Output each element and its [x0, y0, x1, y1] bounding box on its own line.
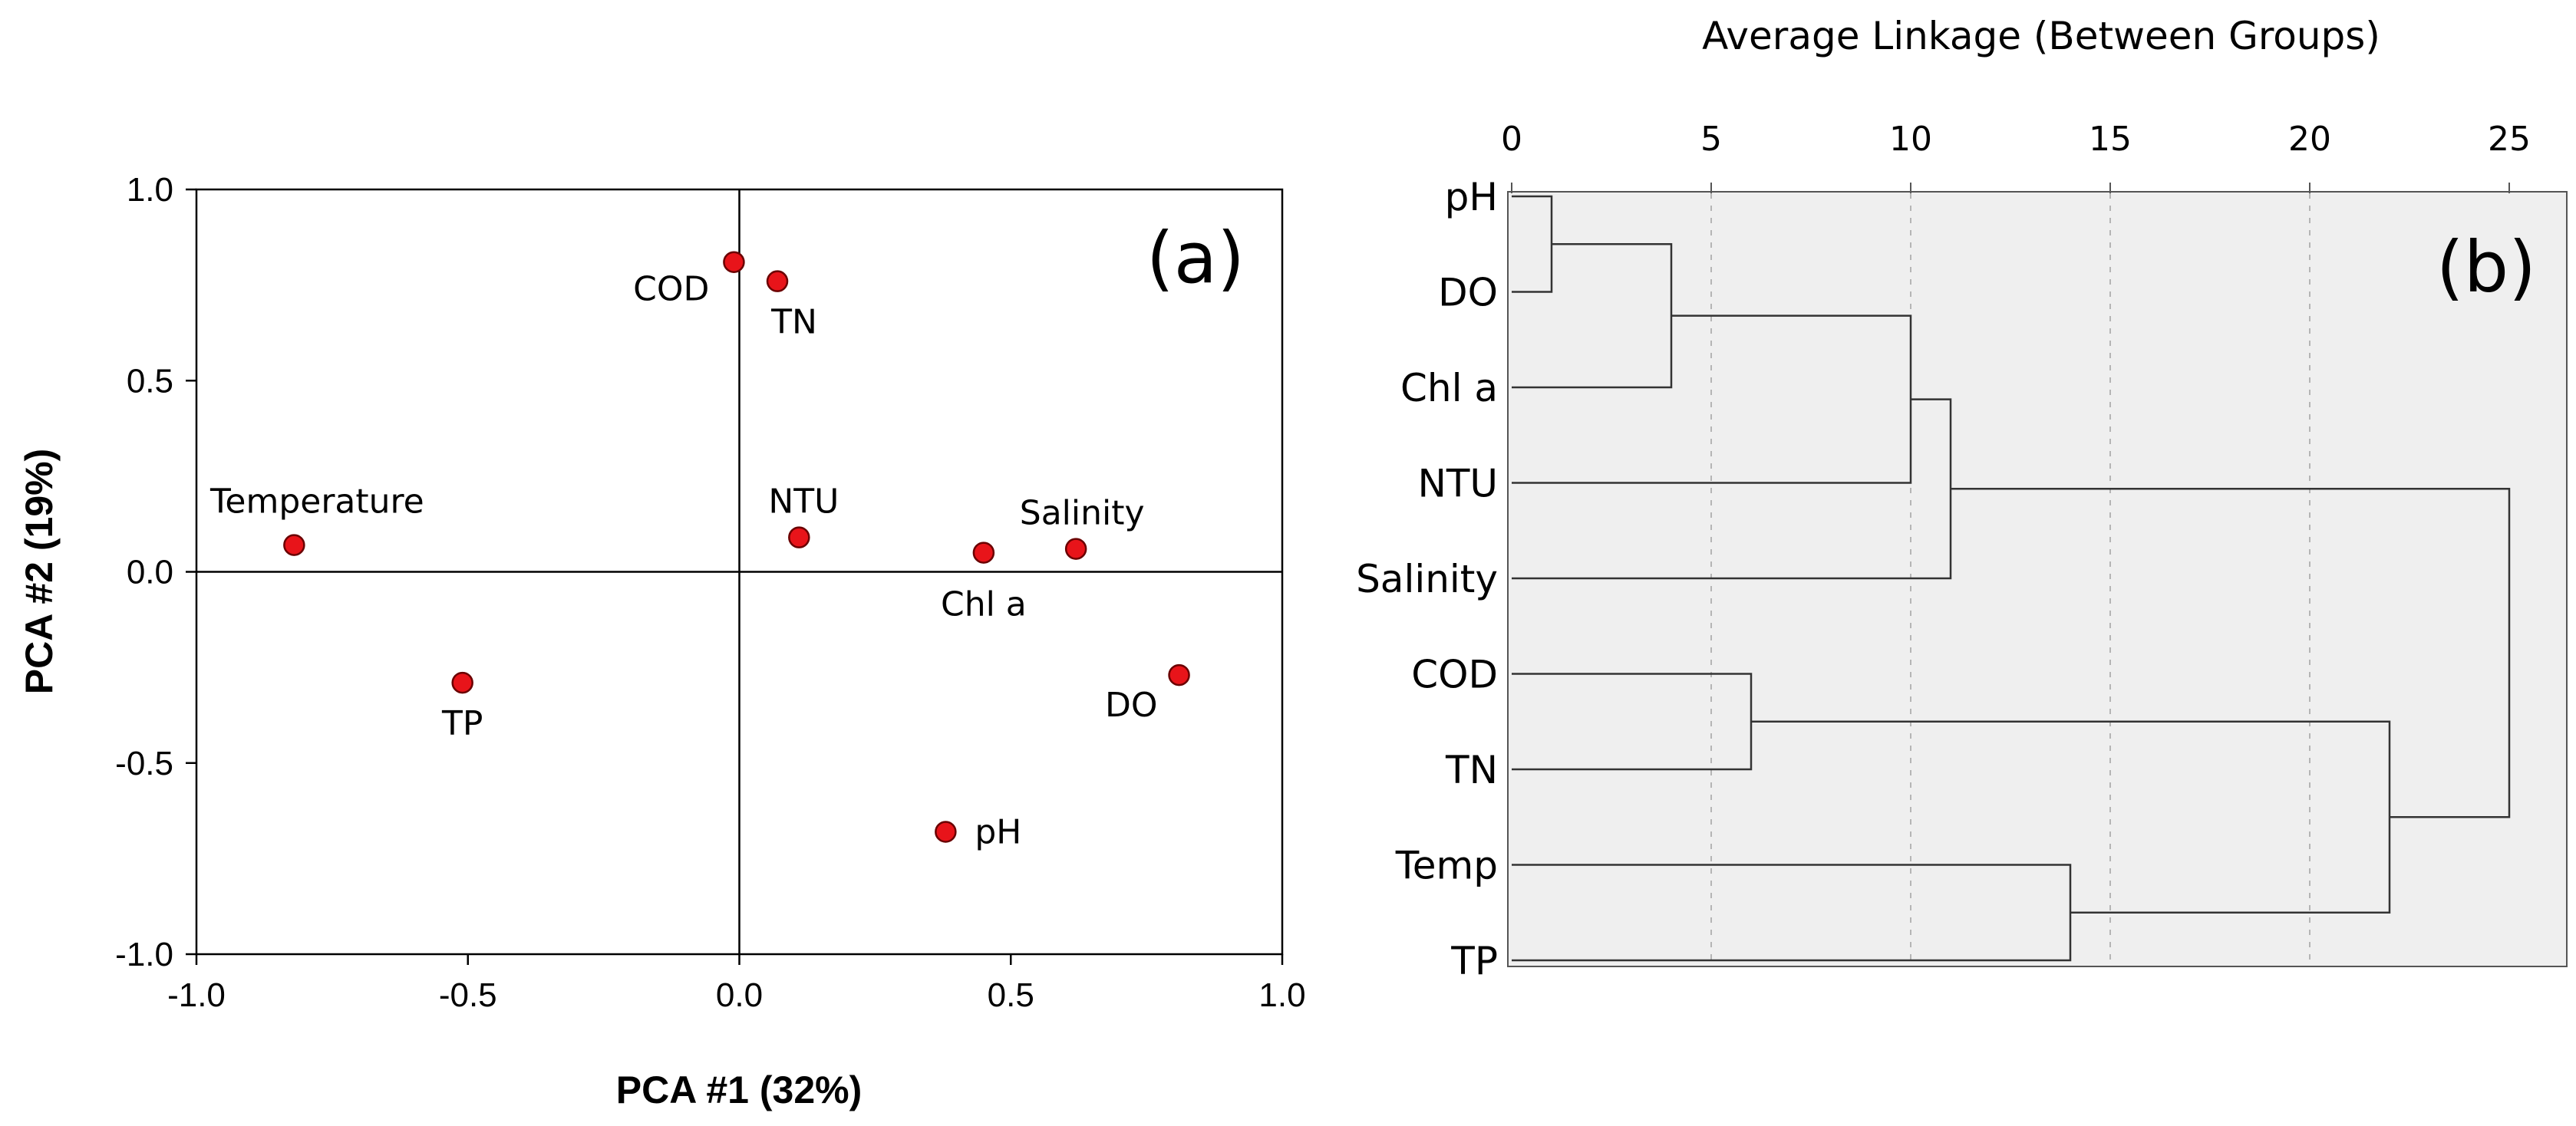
dendrogram-leaf-chl-a: Chl a	[1400, 366, 1498, 410]
pca-point-marker	[283, 534, 305, 556]
pca-point-marker	[972, 542, 995, 564]
dendrogram-tick-label: 20	[2288, 120, 2331, 159]
pca-point-label: pH	[975, 812, 1021, 851]
pca-y-tick-label: 1.0	[127, 171, 173, 209]
pca-point-cod: COD	[633, 251, 745, 309]
dendrogram-leaf-tn: TN	[1445, 748, 1498, 792]
pca-point-marker	[1064, 538, 1087, 560]
pca-y-ticks: -1.0 -0.5 0.0 0.5 1.0	[115, 171, 196, 973]
dendrogram-links	[1512, 195, 2511, 962]
dendrogram-tick-label: 15	[2089, 120, 2132, 159]
pca-scatter-chart: -1.0 -0.5 0.0 0.5 1.0 -1.0 -0.5 0.0 0.5 1.0 COD T…	[18, 171, 1306, 1111]
pca-point-marker	[451, 671, 473, 694]
dendrogram-leaf-tp: TP	[1450, 939, 1498, 983]
pca-point-label: NTU	[768, 482, 839, 522]
dendrogram-tick-label: 5	[1700, 120, 1722, 159]
pca-x-tick-label: 0.5	[988, 976, 1034, 1014]
pca-point-temperature: Temperature	[209, 482, 424, 556]
pca-x-tick-label: 1.0	[1258, 976, 1305, 1014]
pca-point-label: TN	[770, 303, 817, 342]
pca-point-marker	[935, 821, 957, 843]
dendrogram-leaf-labels: pH DO Chl a NTU Salinity COD TN Temp TP	[1356, 175, 1498, 983]
pca-panel-label: (a)	[1146, 217, 1245, 299]
dendrogram-panel-label: (b)	[2436, 226, 2536, 308]
dendrogram-chart: 0 5 10 15 20 25 pH DO Chl a NTU Salinity COD TN Temp…	[1356, 14, 2568, 983]
dendrogram-link-path	[1951, 488, 2511, 818]
pca-point-tn: TN	[766, 270, 817, 342]
pca-point-label: TP	[441, 704, 483, 743]
pca-point-marker	[723, 251, 745, 273]
dendrogram-leaf-temp: Temp	[1395, 844, 1498, 888]
pca-x-tick-label: -1.0	[167, 976, 226, 1014]
dendrogram-leaf-ph: pH	[1445, 175, 1498, 219]
dendrogram-leaf-do: DO	[1438, 271, 1498, 315]
pca-point-marker	[766, 270, 789, 292]
pca-point-label: Chl a	[941, 585, 1027, 624]
pca-point-marker	[1168, 663, 1190, 686]
dendrogram-x-ticks: 0 5 10 15 20 25	[1501, 120, 2531, 193]
dendrogram-tick-label: 10	[1889, 120, 1932, 159]
dendrogram-tick-label: 25	[2488, 120, 2531, 159]
pca-point-label: Temperature	[209, 482, 424, 522]
pca-points: COD TN Temperature NTU Chl a Salinity TP DO pH	[209, 251, 1190, 851]
pca-point-salinity: Salinity	[1020, 494, 1145, 560]
dendrogram-leaf-cod: COD	[1411, 653, 1498, 697]
pca-y-axis-label: PCA #2 (19%)	[18, 449, 61, 694]
dendrogram-tick-label: 0	[1501, 120, 1522, 159]
pca-y-tick-label: -0.5	[115, 745, 173, 782]
pca-x-axis-label: PCA #1 (32%)	[616, 1068, 862, 1111]
pca-x-tick-label: 0.0	[716, 976, 763, 1014]
pca-point-label: Salinity	[1020, 494, 1145, 533]
pca-point-marker	[788, 526, 810, 548]
pca-point-label: COD	[633, 270, 709, 309]
dendrogram-leaf-ntu: NTU	[1417, 462, 1498, 506]
pca-y-tick-label: -1.0	[115, 936, 173, 973]
pca-point-chl-a: Chl a	[941, 542, 1027, 624]
pca-point-ntu: NTU	[768, 482, 839, 548]
pca-point-ph: pH	[935, 812, 1021, 851]
pca-quadrant-lines	[196, 189, 1282, 954]
pca-y-tick-label: 0.5	[127, 362, 173, 400]
pca-point-do: DO	[1105, 663, 1190, 725]
pca-point-tp: TP	[441, 671, 483, 743]
dendrogram-link-c8	[1951, 488, 2511, 818]
pca-x-ticks: -1.0 -0.5 0.0 0.5 1.0	[167, 954, 1306, 1014]
pca-x-tick-label: -0.5	[439, 976, 497, 1014]
dendrogram-leaf-salinity: Salinity	[1356, 557, 1498, 601]
pca-y-tick-label: 0.0	[127, 554, 173, 591]
pca-point-label: DO	[1105, 686, 1158, 725]
dendrogram-title: Average Linkage (Between Groups)	[1702, 14, 2380, 58]
